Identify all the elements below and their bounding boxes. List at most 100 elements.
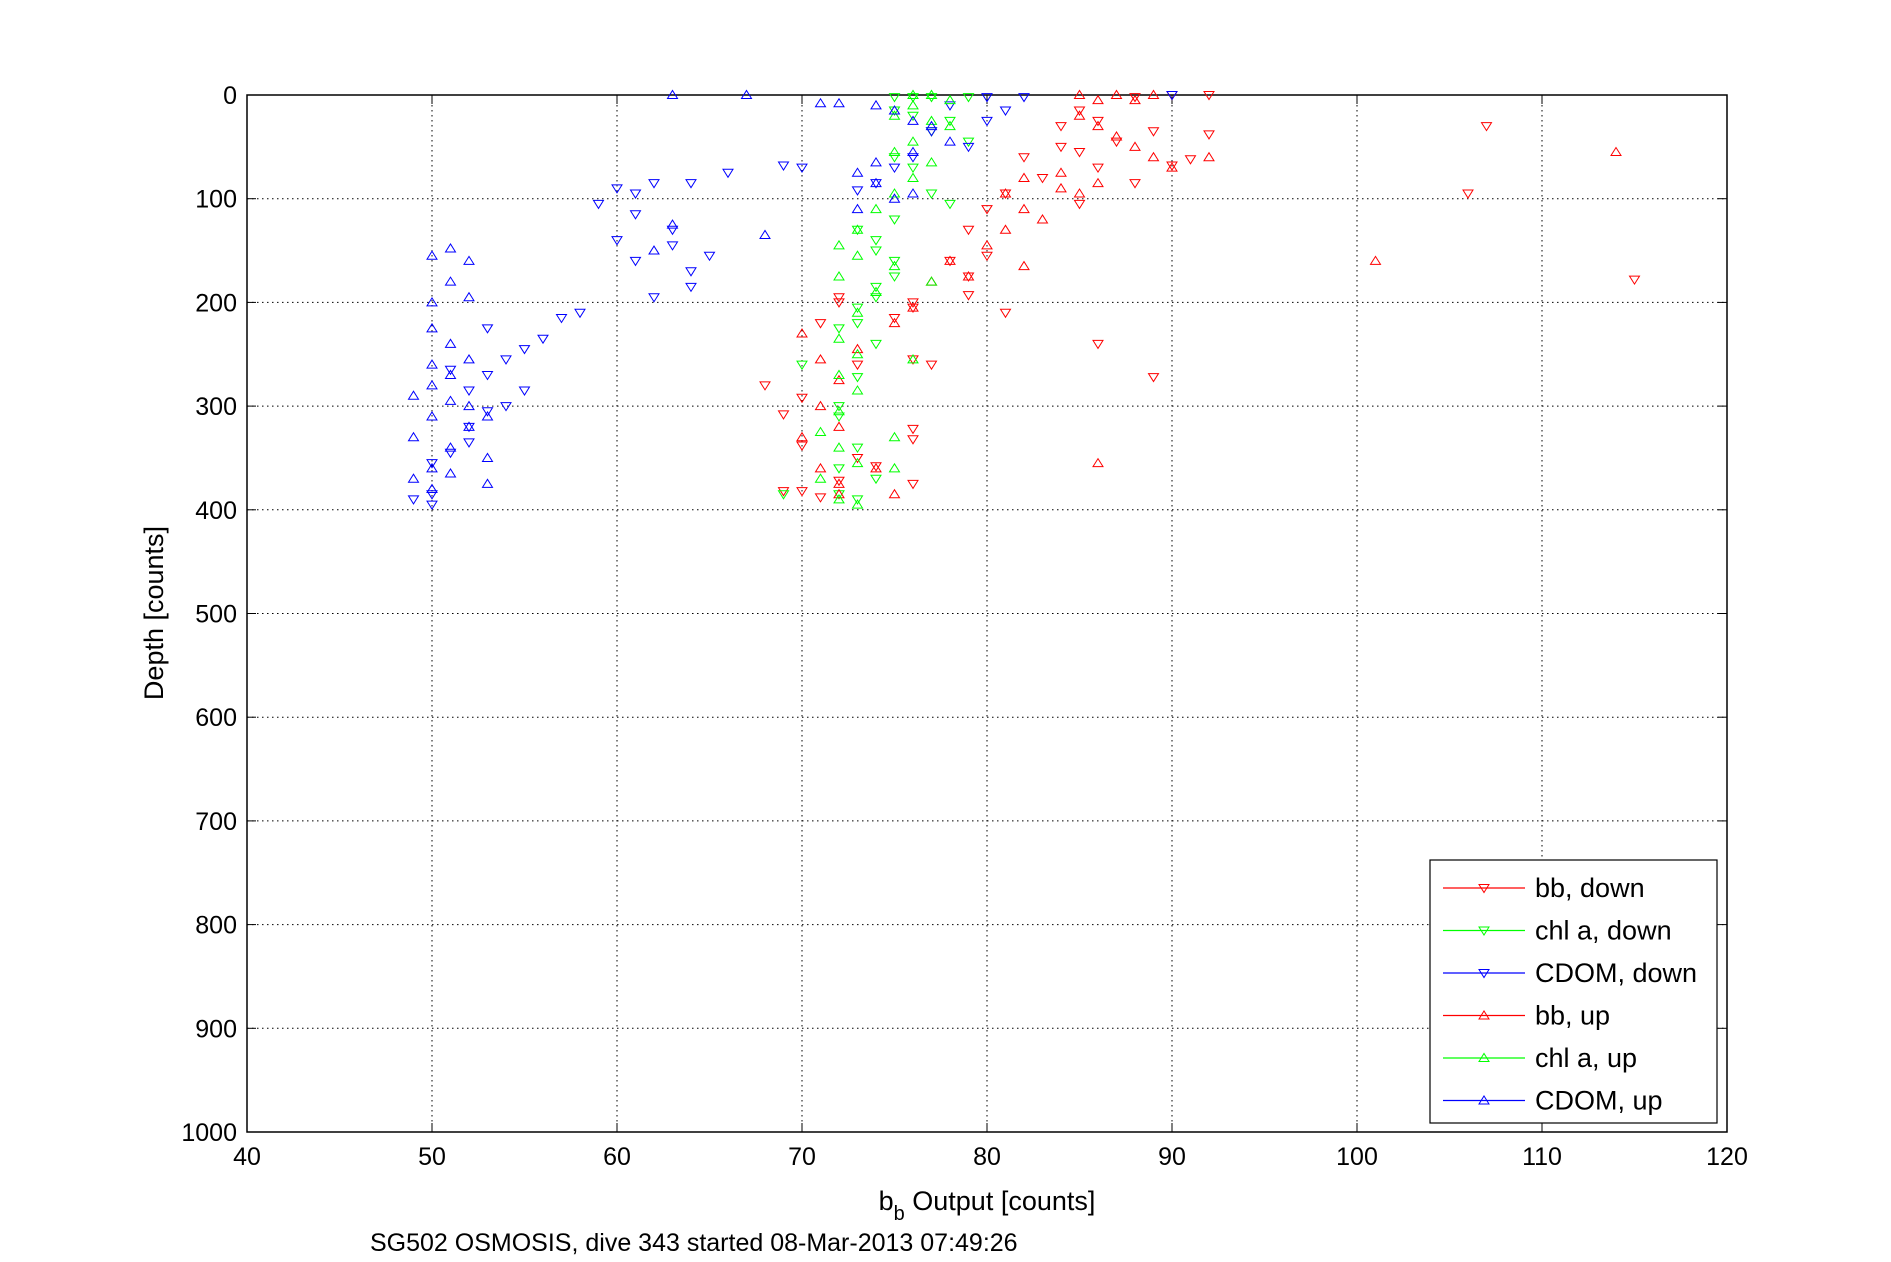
data-point — [833, 324, 845, 334]
data-point — [1092, 94, 1104, 105]
y-tick-label: 800 — [195, 912, 237, 940]
data-point — [1073, 89, 1086, 99]
data-point — [1369, 255, 1382, 265]
data-point — [500, 402, 512, 412]
y-tick-label: 0 — [223, 82, 237, 110]
data-point — [999, 224, 1012, 234]
data-point — [1055, 167, 1067, 177]
data-point — [407, 390, 420, 400]
data-point — [833, 369, 845, 379]
data-point — [870, 339, 882, 350]
series-3 — [796, 89, 1622, 499]
data-point — [666, 225, 679, 236]
x-axis-label: bb Output [counts] — [879, 1186, 1096, 1225]
data-point — [944, 116, 956, 127]
data-point — [426, 359, 438, 369]
data-point — [592, 199, 605, 210]
data-point — [925, 89, 938, 99]
data-point — [907, 355, 919, 365]
data-point — [426, 379, 438, 390]
data-point — [518, 345, 531, 355]
data-point — [463, 422, 475, 433]
data-point — [814, 473, 827, 483]
data-point — [962, 225, 975, 236]
data-point — [481, 324, 494, 334]
data-point — [833, 478, 845, 488]
data-point — [481, 478, 494, 488]
data-point — [1092, 177, 1104, 188]
data-point — [925, 276, 938, 286]
data-point — [888, 313, 901, 324]
data-point — [870, 293, 882, 303]
data-point — [444, 468, 457, 478]
data-point — [814, 97, 827, 108]
legend-entry: chl a, down — [1535, 916, 1672, 946]
data-point — [944, 255, 956, 265]
data-point — [1110, 137, 1123, 148]
y-tick-label: 600 — [195, 704, 237, 732]
data-point — [1147, 127, 1160, 137]
data-point — [666, 89, 679, 99]
data-point — [851, 453, 864, 464]
data-point — [925, 115, 938, 125]
data-point — [962, 93, 975, 103]
data-point — [1147, 89, 1160, 99]
data-point — [907, 136, 919, 146]
data-point — [888, 146, 901, 157]
x-tick-label: 110 — [1522, 1143, 1562, 1171]
data-point — [1092, 163, 1104, 174]
data-point — [1610, 146, 1622, 157]
data-point — [555, 313, 568, 324]
data-point — [611, 236, 623, 246]
x-tick-label: 40 — [233, 1143, 261, 1171]
data-point — [444, 442, 457, 452]
y-tick-label: 200 — [195, 289, 237, 317]
data-point — [888, 431, 901, 442]
data-point — [444, 448, 457, 459]
data-point — [851, 343, 864, 354]
data-point — [833, 476, 845, 487]
data-point — [833, 298, 845, 308]
data-point — [851, 307, 864, 317]
data-point — [833, 490, 845, 500]
data-point — [907, 153, 919, 163]
data-point — [888, 110, 901, 120]
legend-marker — [1478, 969, 1490, 979]
data-point — [870, 462, 882, 472]
data-point — [1036, 173, 1049, 184]
data-point — [463, 353, 475, 364]
data-point — [648, 245, 660, 255]
chart-footer: SG502 OSMOSIS, dive 343 started 08-Mar-2… — [370, 1229, 1018, 1257]
data-point — [685, 179, 697, 189]
data-point — [463, 400, 475, 411]
data-point — [1073, 199, 1086, 210]
x-tick-label: 50 — [418, 1143, 446, 1171]
data-point — [444, 338, 457, 348]
data-point — [925, 156, 938, 167]
data-point — [851, 186, 864, 196]
series-0 — [759, 91, 1641, 503]
x-tick-label: 70 — [788, 1143, 816, 1171]
data-point — [888, 215, 901, 225]
data-point — [907, 303, 919, 314]
data-point — [944, 94, 956, 105]
data-point — [851, 495, 864, 505]
data-point — [463, 255, 475, 265]
data-point — [1628, 275, 1641, 286]
data-point — [907, 298, 919, 308]
data-point — [851, 499, 864, 509]
data-point — [999, 308, 1012, 319]
data-point — [537, 334, 549, 345]
data-point — [851, 303, 864, 314]
data-point — [925, 276, 938, 286]
data-point — [1092, 120, 1104, 131]
data-point — [463, 421, 475, 431]
data-point — [999, 188, 1012, 198]
data-point — [944, 136, 956, 146]
data-point — [463, 291, 475, 302]
data-point — [888, 105, 901, 115]
data-point — [833, 464, 845, 474]
data-point — [888, 462, 901, 473]
data-point — [851, 167, 864, 177]
